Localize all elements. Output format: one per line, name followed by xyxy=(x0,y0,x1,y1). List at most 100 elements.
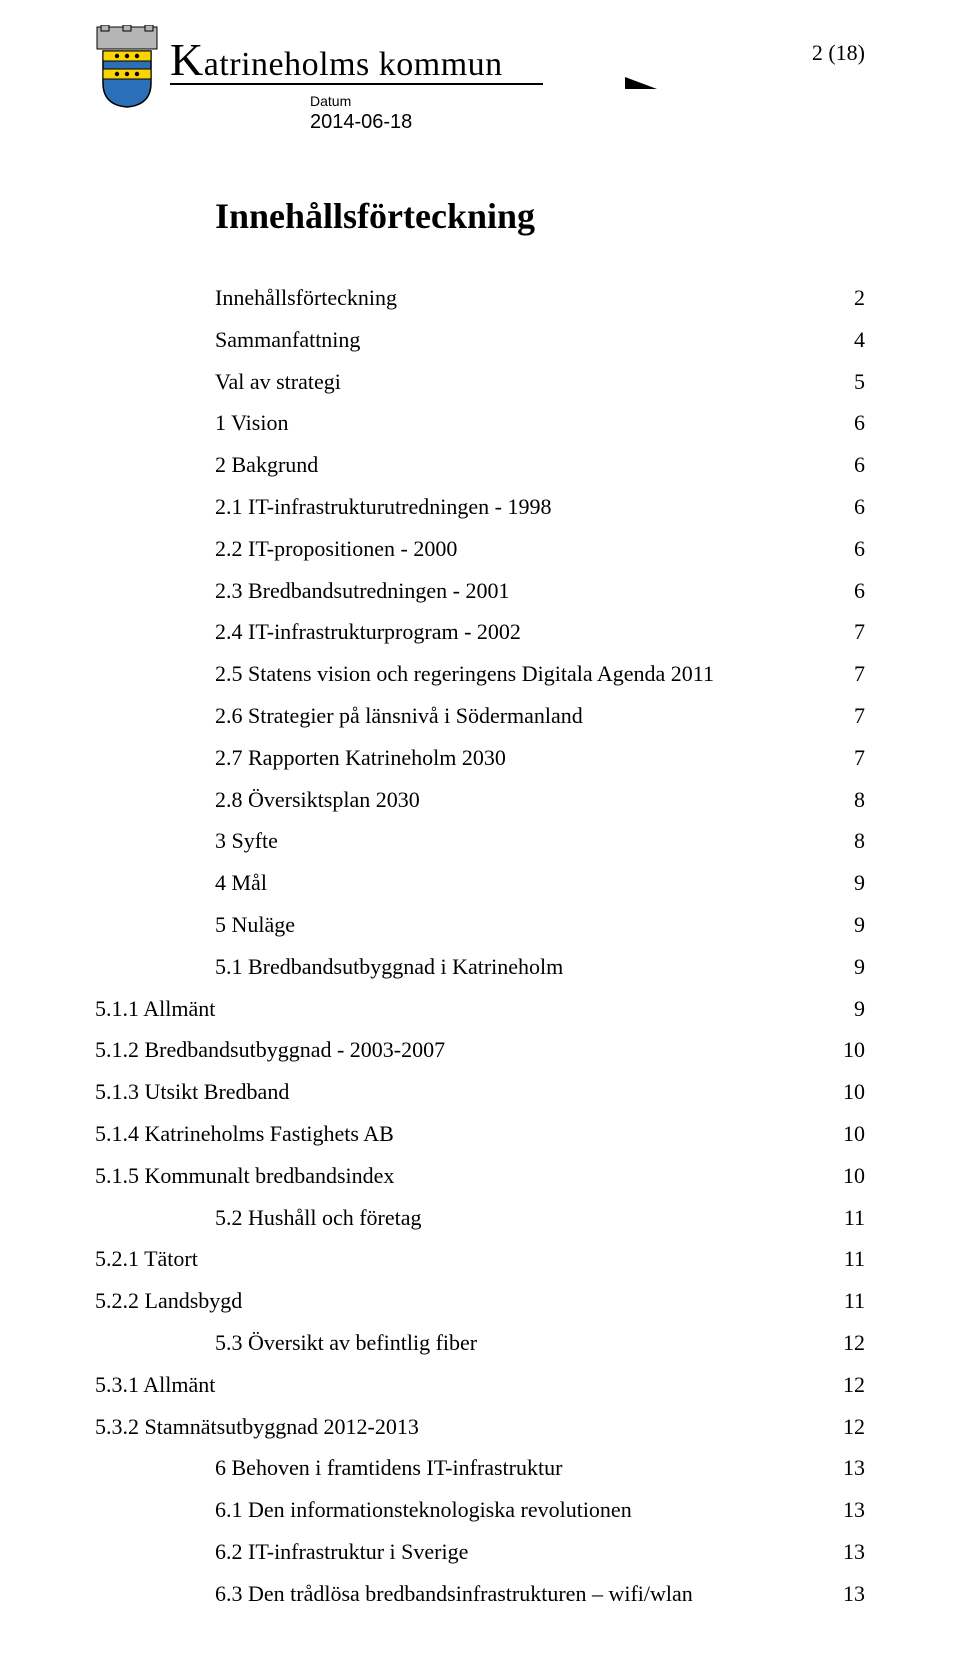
toc-entry-page: 7 xyxy=(854,653,865,695)
toc-entry-page: 6 xyxy=(854,486,865,528)
toc-entry-page: 8 xyxy=(854,820,865,862)
toc-entry-page: 11 xyxy=(844,1280,865,1322)
table-of-contents: Innehållsförteckning2Sammanfattning4Val … xyxy=(215,277,865,1615)
toc-entry-label: 5.1.2 Bredbandsutbyggnad - 2003-2007 xyxy=(95,1029,445,1071)
toc-entry: 3 Syfte 8 xyxy=(215,820,865,862)
toc-entry-page: 13 xyxy=(843,1573,865,1615)
toc-entry: 5.1.2 Bredbandsutbyggnad - 2003-2007 10 xyxy=(95,1029,865,1071)
organization-name-rest: atrineholms kommun xyxy=(204,46,503,83)
toc-entry: 2.7 Rapporten Katrineholm 2030 7 xyxy=(215,737,865,779)
toc-entry: 5.1.3 Utsikt Bredband 10 xyxy=(95,1071,865,1113)
toc-entry-page: 10 xyxy=(843,1029,865,1071)
toc-entry-label: 6.3 Den trådlösa bredbandsinfrastrukture… xyxy=(215,1573,693,1615)
toc-entry-page: 7 xyxy=(854,695,865,737)
document-page: Katrineholms kommun 2 (18) Datum 2014-06… xyxy=(0,0,960,1655)
toc-entry-page: 6 xyxy=(854,444,865,486)
toc-entry: 5.2 Hushåll och företag 11 xyxy=(215,1197,865,1239)
toc-entry-label: 2.5 Statens vision och regeringens Digit… xyxy=(215,653,714,695)
toc-entry-page: 9 xyxy=(854,904,865,946)
page-header: Katrineholms kommun 2 (18) Datum 2014-06… xyxy=(95,25,865,135)
toc-entry: 4 Mål 9 xyxy=(215,862,865,904)
toc-entry-label: 5.1.5 Kommunalt bredbandsindex xyxy=(95,1155,394,1197)
toc-entry-label: 2.8 Översiktsplan 2030 xyxy=(215,779,420,821)
toc-entry: 2 Bakgrund 6 xyxy=(215,444,865,486)
toc-entry: 2.3 Bredbandsutredningen - 2001 6 xyxy=(215,570,865,612)
toc-entry-page: 2 xyxy=(854,277,865,319)
toc-entry-page: 12 xyxy=(843,1364,865,1406)
toc-entry: 5.1.4 Katrineholms Fastighets AB 10 xyxy=(95,1113,865,1155)
toc-entry-label: 2 Bakgrund xyxy=(215,444,318,486)
toc-entry-label: 5.1.4 Katrineholms Fastighets AB xyxy=(95,1113,394,1155)
toc-entry: 6.3 Den trådlösa bredbandsinfrastrukture… xyxy=(215,1573,865,1615)
toc-entry-label: 2.4 IT-infrastrukturprogram - 2002 xyxy=(215,611,521,653)
date-value: 2014-06-18 xyxy=(310,111,412,134)
toc-entry-label: 6 Behoven i framtidens IT-infrastruktur xyxy=(215,1447,562,1489)
toc-entry-label: 6.1 Den informationsteknologiska revolut… xyxy=(215,1489,632,1531)
toc-entry-page: 9 xyxy=(854,862,865,904)
toc-entry-label: 5.3.2 Stamnätsutbyggnad 2012-2013 xyxy=(95,1406,419,1448)
toc-entry-page: 7 xyxy=(854,737,865,779)
date-block: Datum 2014-06-18 xyxy=(310,93,412,134)
toc-entry-page: 10 xyxy=(843,1155,865,1197)
toc-entry: 5.2.1 Tätort 11 xyxy=(95,1238,865,1280)
toc-entry-label: 5.3 Översikt av befintlig fiber xyxy=(215,1322,477,1364)
municipal-crest-icon xyxy=(95,25,159,115)
toc-entry-page: 9 xyxy=(854,946,865,988)
toc-entry: 2.2 IT-propositionen - 20006 xyxy=(215,528,865,570)
toc-entry-label: 5.1.1 Allmänt xyxy=(95,988,215,1030)
toc-entry-page: 8 xyxy=(854,779,865,821)
toc-entry-page: 11 xyxy=(844,1197,865,1239)
toc-entry-page: 9 xyxy=(854,988,865,1030)
toc-entry: 2.5 Statens vision och regeringens Digit… xyxy=(215,653,865,695)
toc-entry-label: Val av strategi xyxy=(215,361,341,403)
toc-entry: 5 Nuläge 9 xyxy=(215,904,865,946)
toc-entry-label: 2.3 Bredbandsutredningen - 2001 xyxy=(215,570,510,612)
toc-entry-page: 6 xyxy=(854,528,865,570)
toc-entry-label: 5.1.3 Utsikt Bredband xyxy=(95,1071,289,1113)
organization-name: Katrineholms kommun xyxy=(170,37,543,85)
toc-entry-page: 13 xyxy=(843,1489,865,1531)
toc-entry-label: 4 Mål xyxy=(215,862,267,904)
toc-entry: Innehållsförteckning 2 xyxy=(215,277,865,319)
toc-entry: 6 Behoven i framtidens IT-infrastruktur1… xyxy=(215,1447,865,1489)
toc-entry: 6.1 Den informationsteknologiska revolut… xyxy=(215,1489,865,1531)
toc-entry-page: 6 xyxy=(854,570,865,612)
page-content: Innehållsförteckning Innehållsförtecknin… xyxy=(215,195,865,1615)
date-label: Datum xyxy=(310,93,412,109)
page-number: 2 (18) xyxy=(812,40,865,66)
toc-entry-label: 5.2 Hushåll och företag xyxy=(215,1197,422,1239)
toc-entry: 6.2 IT-infrastruktur i Sverige13 xyxy=(215,1531,865,1573)
toc-entry-label: 5 Nuläge xyxy=(215,904,295,946)
toc-entry: 2.4 IT-infrastrukturprogram - 2002 7 xyxy=(215,611,865,653)
toc-entry-page: 4 xyxy=(854,319,865,361)
toc-entry: 2.6 Strategier på länsnivå i Södermanlan… xyxy=(215,695,865,737)
toc-entry: 5.3 Översikt av befintlig fiber12 xyxy=(215,1322,865,1364)
toc-entry-label: 5.3.1 Allmänt xyxy=(95,1364,215,1406)
toc-entry: 5.2.2 Landsbygd 11 xyxy=(95,1280,865,1322)
toc-entry-page: 10 xyxy=(843,1071,865,1113)
toc-entry-label: 5.2.2 Landsbygd xyxy=(95,1280,242,1322)
toc-entry: 5.1.1 Allmänt 9 xyxy=(95,988,865,1030)
toc-entry-label: 1 Vision xyxy=(215,402,288,444)
toc-entry-label: 2.1 IT-infrastrukturutredningen - 1998 xyxy=(215,486,551,528)
toc-entry-page: 6 xyxy=(854,402,865,444)
toc-entry-page: 11 xyxy=(844,1238,865,1280)
page-title: Innehållsförteckning xyxy=(215,195,865,237)
toc-entry-label: 6.2 IT-infrastruktur i Sverige xyxy=(215,1531,468,1573)
toc-entry-label: 2.6 Strategier på länsnivå i Södermanlan… xyxy=(215,695,583,737)
toc-entry: Val av strategi 5 xyxy=(215,361,865,403)
toc-entry: 1 Vision 6 xyxy=(215,402,865,444)
toc-entry-page: 10 xyxy=(843,1113,865,1155)
toc-entry: 5.1.5 Kommunalt bredbandsindex 10 xyxy=(95,1155,865,1197)
toc-entry: 2.1 IT-infrastrukturutredningen - 1998 6 xyxy=(215,486,865,528)
toc-entry-label: 2.7 Rapporten Katrineholm 2030 xyxy=(215,737,506,779)
toc-entry-label: 3 Syfte xyxy=(215,820,278,862)
toc-entry-page: 12 xyxy=(843,1406,865,1448)
toc-entry-label: 5.2.1 Tätort xyxy=(95,1238,198,1280)
toc-entry: 2.8 Översiktsplan 2030 8 xyxy=(215,779,865,821)
toc-entry-label: Sammanfattning xyxy=(215,319,360,361)
toc-entry-page: 7 xyxy=(854,611,865,653)
toc-entry-label: Innehållsförteckning xyxy=(215,277,397,319)
toc-entry-page: 5 xyxy=(854,361,865,403)
organization-name-initial: K xyxy=(170,34,204,85)
